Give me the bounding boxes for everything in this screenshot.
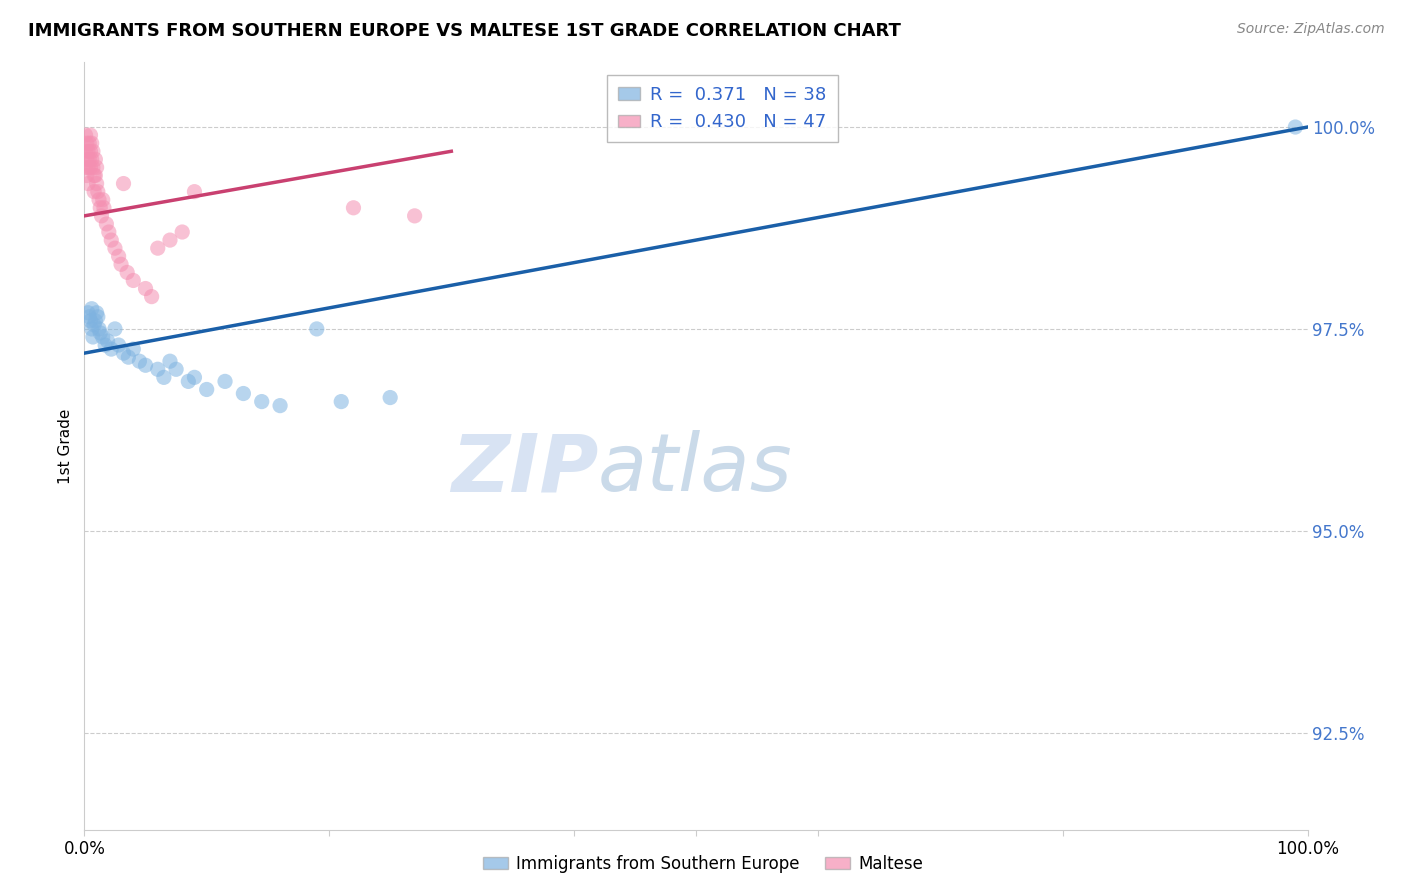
Point — [141, 290, 163, 304]
Text: ZIP: ZIP — [451, 430, 598, 508]
Point — [83, 318, 105, 332]
Point — [104, 322, 127, 336]
Text: IMMIGRANTS FROM SOUTHERN EUROPE VS MALTESE 1ST GRADE CORRELATION CHART: IMMIGRANTS FROM SOUTHERN EUROPE VS MALTE… — [28, 22, 901, 40]
Point — [135, 358, 157, 372]
Point — [77, 161, 100, 175]
Point — [97, 334, 120, 348]
Point — [104, 241, 127, 255]
Point — [77, 153, 100, 167]
Point — [75, 128, 97, 142]
Point — [250, 394, 273, 409]
Point — [94, 338, 117, 352]
Text: Source: ZipAtlas.com: Source: ZipAtlas.com — [1237, 22, 1385, 37]
Point — [159, 354, 181, 368]
Point — [80, 322, 103, 336]
Point — [342, 201, 364, 215]
Point — [112, 346, 135, 360]
Point — [80, 301, 103, 316]
Point — [146, 241, 169, 255]
Point — [77, 177, 100, 191]
Point — [77, 306, 100, 320]
Point — [82, 330, 104, 344]
Point — [93, 201, 115, 215]
Point — [269, 399, 291, 413]
Point — [135, 281, 157, 295]
Point — [404, 209, 426, 223]
Point — [76, 153, 98, 167]
Point — [110, 257, 132, 271]
Point — [214, 375, 236, 389]
Point — [83, 169, 105, 183]
Point — [86, 306, 108, 320]
Point — [87, 185, 110, 199]
Point — [100, 233, 122, 247]
Y-axis label: 1st Grade: 1st Grade — [58, 409, 73, 483]
Point — [89, 201, 111, 215]
Point — [96, 217, 118, 231]
Point — [76, 169, 98, 183]
Point — [84, 153, 107, 167]
Point — [79, 161, 101, 175]
Point — [79, 314, 101, 328]
Point — [128, 354, 150, 368]
Point — [82, 145, 104, 159]
Point — [195, 383, 218, 397]
Point — [86, 161, 108, 175]
Point — [79, 145, 101, 159]
Point — [77, 136, 100, 151]
Point — [86, 177, 108, 191]
Point — [91, 193, 114, 207]
Point — [146, 362, 169, 376]
Point — [80, 136, 103, 151]
Point — [77, 310, 100, 324]
Point — [84, 314, 107, 328]
Point — [89, 326, 111, 340]
Point — [75, 161, 97, 175]
Point — [84, 169, 107, 183]
Point — [79, 128, 101, 142]
Point — [83, 185, 105, 199]
Point — [122, 273, 145, 287]
Point — [77, 145, 100, 159]
Point — [107, 249, 129, 263]
Point — [172, 225, 194, 239]
Point — [122, 342, 145, 356]
Point — [91, 330, 114, 344]
Point — [76, 136, 98, 151]
Point — [177, 375, 200, 389]
Legend: R =  0.371   N = 38, R =  0.430   N = 47: R = 0.371 N = 38, R = 0.430 N = 47 — [607, 75, 838, 142]
Text: atlas: atlas — [598, 430, 793, 508]
Point — [107, 338, 129, 352]
Point — [232, 386, 254, 401]
Point — [75, 145, 97, 159]
Point — [183, 185, 205, 199]
Point — [115, 265, 138, 279]
Point — [380, 391, 402, 405]
Point — [87, 193, 110, 207]
Point — [330, 394, 353, 409]
Point — [87, 322, 110, 336]
Point — [97, 225, 120, 239]
Point — [153, 370, 176, 384]
Point — [165, 362, 187, 376]
Point — [1284, 120, 1306, 134]
Point — [80, 153, 103, 167]
Point — [117, 350, 139, 364]
Point — [87, 310, 110, 324]
Point — [100, 342, 122, 356]
Point — [112, 177, 135, 191]
Point — [183, 370, 205, 384]
Point — [90, 209, 112, 223]
Legend: Immigrants from Southern Europe, Maltese: Immigrants from Southern Europe, Maltese — [477, 848, 929, 880]
Point — [305, 322, 328, 336]
Point — [159, 233, 181, 247]
Point — [82, 161, 104, 175]
